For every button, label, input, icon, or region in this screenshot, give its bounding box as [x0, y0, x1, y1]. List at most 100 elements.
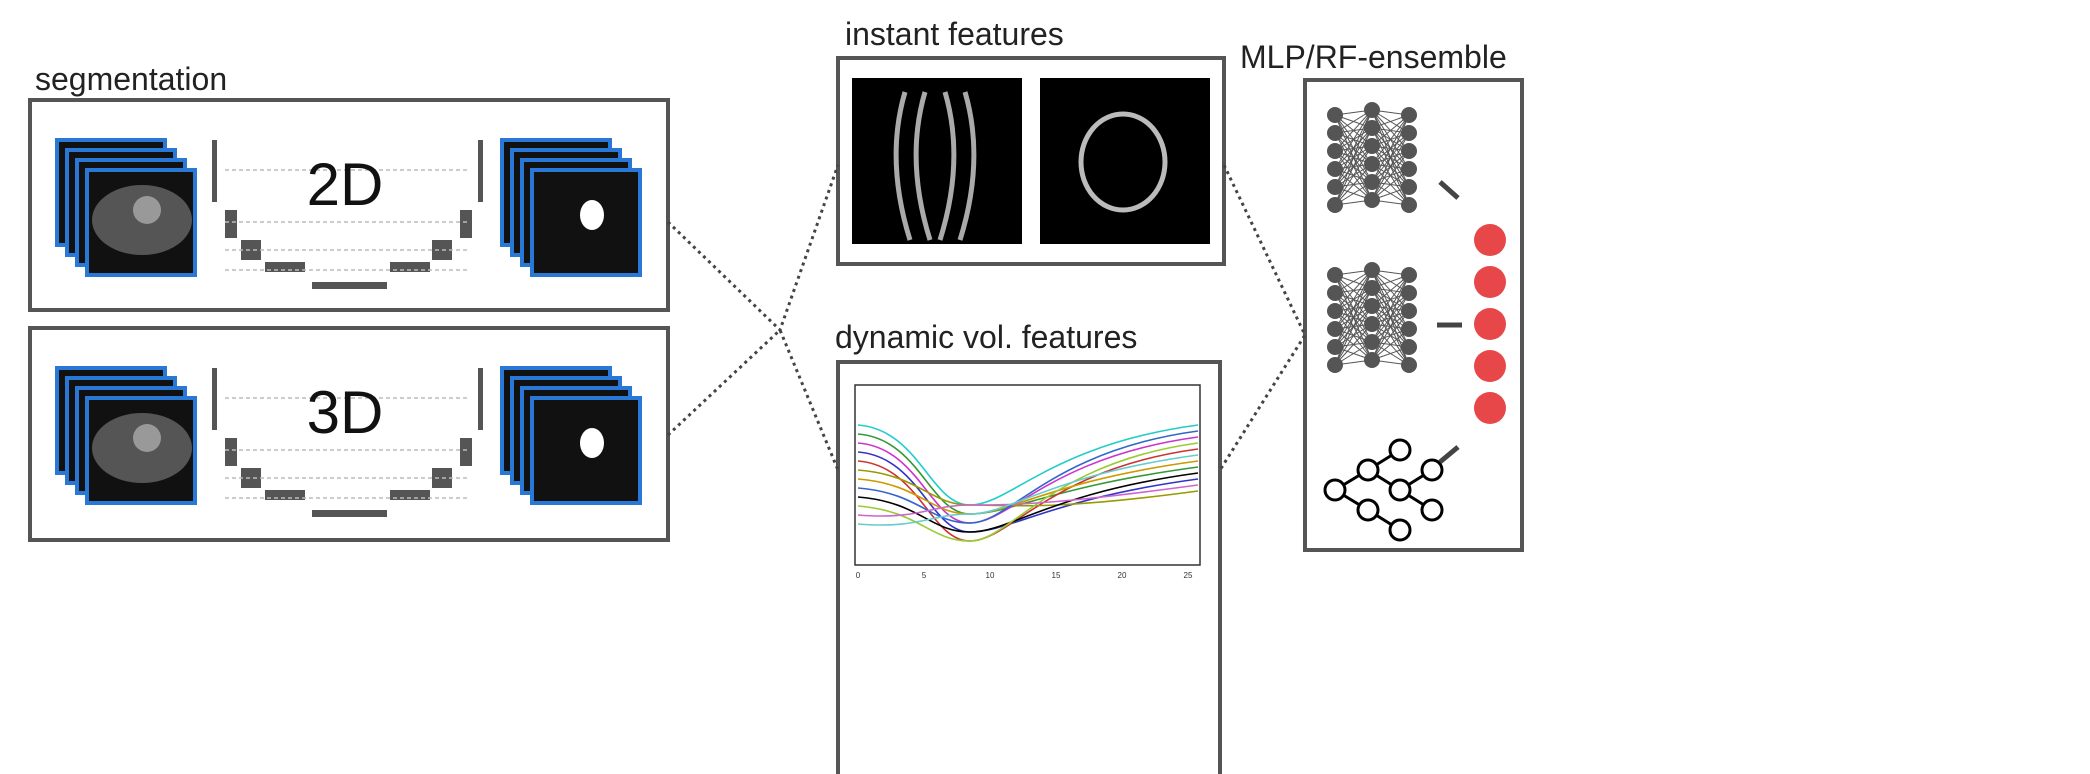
tree-node: [1420, 458, 1444, 482]
output-node: [1474, 350, 1506, 382]
net-node: [1327, 179, 1343, 195]
arrow: [1438, 180, 1460, 200]
net-edge: [1371, 132, 1410, 201]
unet-block: [390, 490, 430, 500]
unet-block: [312, 282, 387, 289]
arrow: [1438, 445, 1460, 464]
net-node: [1364, 316, 1380, 332]
feature-image: [1040, 78, 1210, 244]
feature-image: [852, 78, 1022, 244]
x-ticks: 0 5 10 15 20 25: [856, 571, 1193, 580]
net-node: [1327, 321, 1343, 337]
curves: [857, 424, 1199, 542]
dynamic-features-label: dynamic vol. features: [835, 319, 1137, 355]
net-node: [1401, 161, 1417, 177]
net-node: [1364, 192, 1380, 208]
mri-heart: [133, 196, 161, 224]
panel-label: 2D: [307, 151, 384, 218]
net-node: [1364, 156, 1380, 172]
net-node: [1364, 262, 1380, 278]
unet-block: [241, 468, 261, 488]
net-edge: [1371, 310, 1410, 361]
x-tick-label: 25: [1184, 571, 1193, 580]
net-node: [1364, 138, 1380, 154]
unet-block: [390, 262, 430, 272]
net-edge: [1334, 109, 1373, 188]
connector: [1218, 164, 1307, 471]
ensemble-icons: [1323, 102, 1506, 542]
net-node: [1401, 125, 1417, 141]
tree-node: [1388, 438, 1412, 462]
connector: [666, 164, 840, 471]
unet-block: [460, 210, 472, 238]
net-node: [1327, 107, 1343, 123]
net-edge: [1334, 269, 1373, 312]
panel-2d: [28, 98, 670, 312]
curve: [857, 442, 1199, 542]
output-node: [1474, 266, 1506, 298]
tree-node: [1388, 518, 1412, 542]
unet-block: [312, 510, 387, 517]
net-node: [1327, 267, 1343, 283]
net-edge: [1371, 328, 1410, 361]
net-edge: [1371, 274, 1410, 325]
tree-node: [1356, 458, 1380, 482]
dynamic-box: [836, 360, 1222, 774]
tree-node: [1388, 478, 1412, 502]
tree-node: [1356, 498, 1380, 522]
net-edge: [1371, 114, 1410, 165]
feature-ring: [1078, 111, 1168, 213]
x-tick-label: 10: [986, 571, 995, 580]
unet-block: [265, 490, 305, 500]
net-edge: [1371, 150, 1410, 201]
net-edge: [1334, 269, 1373, 330]
net-node: [1401, 321, 1417, 337]
net-node: [1401, 179, 1417, 195]
unet-block: [241, 240, 261, 260]
net-edge: [1371, 114, 1410, 183]
net-edge: [1334, 269, 1373, 348]
net-edge: [1334, 305, 1373, 366]
net-edge: [1334, 163, 1373, 206]
mask: [580, 200, 604, 230]
net-node: [1401, 339, 1417, 355]
unet-block: [225, 210, 237, 238]
curve: [857, 454, 1199, 526]
net-node: [1401, 285, 1417, 301]
net-edge: [1334, 127, 1373, 206]
curve: [857, 424, 1199, 506]
net-edge: [1371, 274, 1410, 343]
unet-block: [478, 140, 483, 202]
net-node: [1401, 143, 1417, 159]
net-node: [1401, 197, 1417, 213]
net-node: [1327, 143, 1343, 159]
output-node: [1474, 224, 1506, 256]
x-tick-label: 5: [922, 571, 927, 580]
net-node: [1327, 339, 1343, 355]
unet-block: [212, 368, 217, 430]
net-edge: [1334, 109, 1373, 152]
net-node: [1401, 107, 1417, 123]
net-node: [1364, 120, 1380, 136]
unet-block: [460, 438, 472, 466]
x-tick-label: 0: [856, 571, 861, 580]
feature-edges: [893, 91, 977, 241]
curve: [857, 484, 1199, 517]
segmentation-panels: 2D 3D: [55, 138, 642, 517]
net-node: [1401, 357, 1417, 373]
net-edge: [1371, 168, 1410, 201]
net-node: [1327, 125, 1343, 141]
mri-heart: [133, 424, 161, 452]
net-edge: [1334, 145, 1373, 206]
instant-box: [836, 56, 1226, 266]
net-node: [1327, 303, 1343, 319]
unet-block: [478, 368, 483, 430]
curve: [857, 472, 1199, 533]
segmentation-label: segmentation: [35, 61, 227, 97]
net-edge: [1334, 287, 1373, 366]
net-node: [1401, 303, 1417, 319]
net-node: [1364, 298, 1380, 314]
ensemble-label: MLP/RF-ensemble: [1240, 39, 1507, 75]
net-edge: [1371, 274, 1410, 307]
